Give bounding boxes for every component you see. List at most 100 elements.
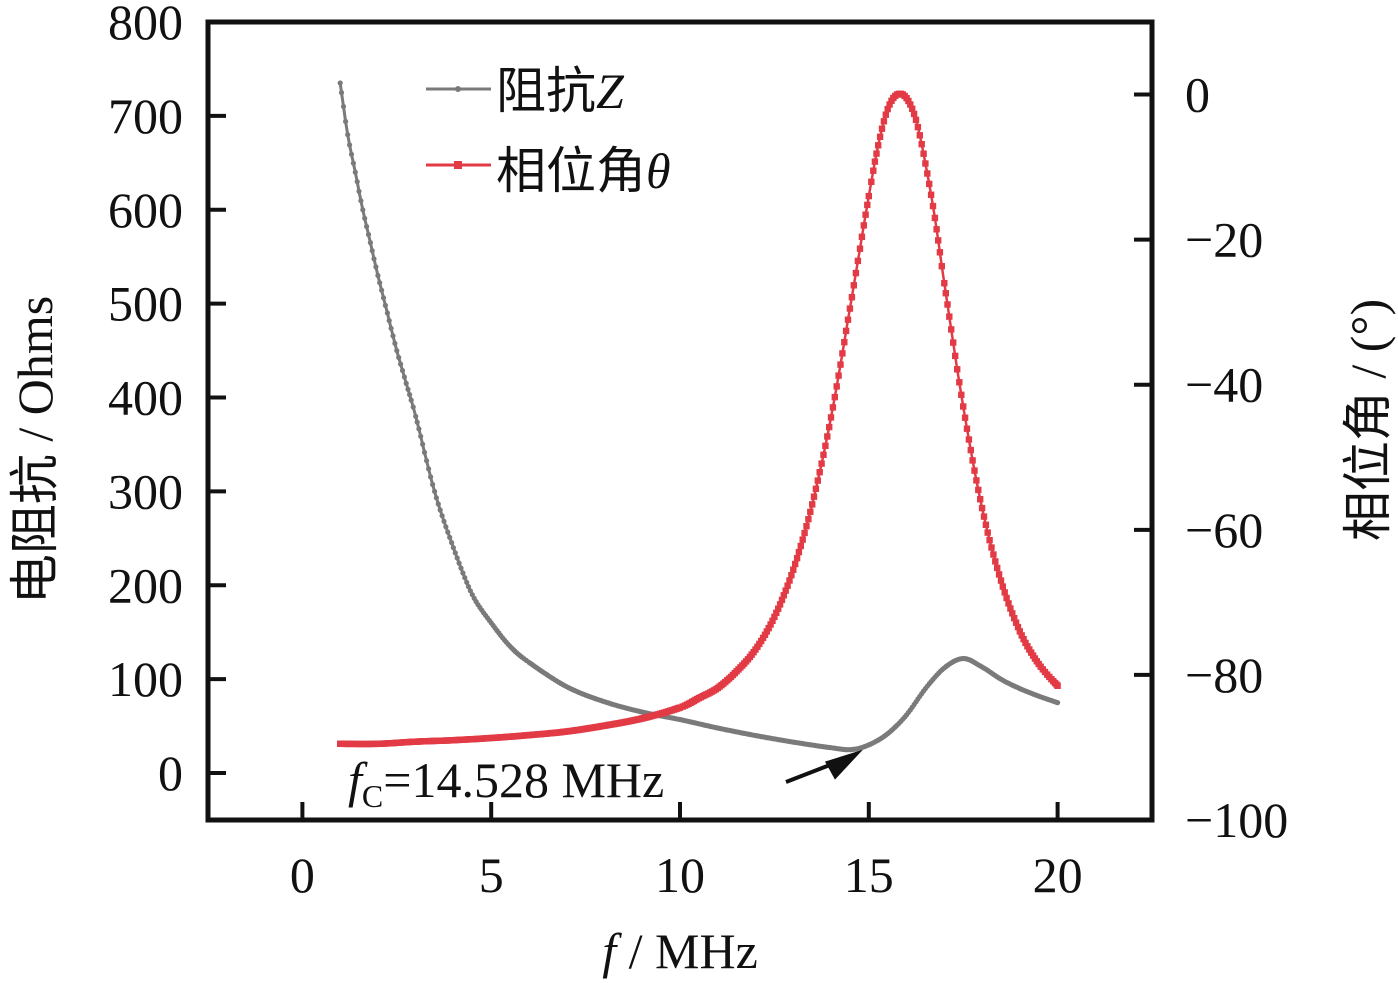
annotation-arrow-head: [824, 749, 863, 780]
legend-impedance-label: 阻抗Z: [496, 63, 625, 119]
impedance-point: [343, 118, 349, 125]
impedance-point: [450, 545, 456, 551]
phase-point: [982, 521, 990, 528]
impedance-point: [433, 495, 439, 501]
left-y-tick-label: 800: [108, 0, 183, 50]
phase-point: [765, 624, 772, 632]
phase-point: [805, 516, 812, 523]
annotation-cutoff-frequency: fC=14.528 MHz: [348, 749, 863, 814]
phase-point: [918, 141, 925, 148]
left-y-axis-ticks: 0 100 200 300 400 500 600 700 800: [108, 0, 226, 801]
phase-point: [1054, 682, 1061, 689]
impedance-point: [352, 169, 358, 175]
phase-point: [954, 366, 961, 373]
impedance-point: [449, 540, 455, 546]
impedance-point: [358, 198, 364, 204]
phase-point: [871, 158, 879, 165]
phase-point: [1005, 600, 1012, 607]
impedance-point: [443, 524, 449, 530]
x-axis-title: f / MHz: [602, 923, 758, 979]
impedance-point: [365, 231, 372, 238]
x-tick-label: 10: [655, 847, 705, 903]
phase-point: [980, 513, 988, 520]
impedance-point: [445, 529, 451, 535]
phase-point: [788, 572, 795, 579]
phase-point: [831, 393, 838, 401]
phase-point: [822, 442, 829, 449]
x-axis-title-unit: / MHz: [616, 923, 758, 979]
legend: 阻抗Z 相位角θ: [426, 63, 671, 199]
impedance-point: [1055, 700, 1061, 706]
phase-point: [810, 493, 818, 500]
phase-point: [920, 150, 927, 157]
phase-point: [948, 326, 955, 333]
phase-point: [852, 269, 860, 277]
phase-point: [950, 339, 957, 346]
phase-point: [910, 110, 918, 118]
impedance-point: [456, 560, 462, 566]
phase-point: [922, 160, 929, 167]
phase-point: [778, 596, 786, 604]
phase-point: [960, 403, 967, 410]
phase-point: [818, 460, 825, 467]
right-y-tick-label: −20: [1185, 212, 1263, 268]
phase-point: [905, 97, 912, 105]
phase-point: [820, 451, 827, 458]
left-y-tick-label: 700: [108, 88, 183, 144]
impedance-point: [414, 419, 420, 425]
left-y-tick-label: 100: [108, 651, 183, 707]
phase-point: [938, 263, 945, 270]
phase-point: [916, 132, 923, 139]
impedance-point: [382, 302, 388, 308]
impedance-point: [401, 374, 407, 380]
phase-point: [997, 577, 1005, 584]
phase-point: [856, 245, 864, 252]
left-y-tick-label: 300: [108, 463, 183, 519]
phase-point: [860, 222, 867, 229]
phase-point: [1022, 639, 1029, 647]
phase-point: [792, 560, 799, 568]
impedance-point: [399, 367, 406, 374]
impedance-point: [348, 151, 355, 157]
phase-point: [868, 178, 875, 185]
phase-point: [784, 582, 791, 589]
phase-point: [814, 477, 821, 484]
phase-point: [914, 123, 922, 131]
phase-point: [973, 477, 980, 484]
phase-point: [782, 587, 789, 594]
x-tick-label: 5: [479, 847, 504, 903]
legend-phase-label: 相位角θ: [496, 143, 671, 199]
phase-point: [924, 170, 931, 177]
legend-item-phase: 相位角θ: [426, 143, 671, 199]
impedance-point: [424, 458, 430, 464]
impedance-point: [354, 179, 360, 185]
phase-point: [1007, 605, 1014, 612]
phase-point: [790, 566, 797, 573]
phase-point: [926, 180, 933, 188]
series-phase-angle: [337, 90, 1061, 748]
impedance-point: [432, 488, 438, 494]
phase-point: [956, 379, 963, 386]
phase-point: [927, 191, 935, 198]
impedance-point: [360, 207, 366, 213]
legend-item-impedance: 阻抗Z: [426, 63, 625, 119]
impedance-point: [405, 386, 411, 392]
phase-point: [846, 305, 854, 312]
impedance-line: [338, 82, 1058, 752]
phase-point: [854, 257, 862, 265]
impedance-point: [347, 142, 353, 148]
x-axis-ticks: 0 5 10 15 20: [290, 802, 1083, 903]
phase-point: [977, 496, 984, 503]
phase-point: [841, 339, 848, 346]
phase-point: [990, 551, 997, 558]
phase-point: [1012, 619, 1020, 626]
phase-point: [807, 508, 814, 516]
phase-point: [880, 118, 888, 125]
phase-point: [935, 237, 942, 244]
phase-point: [961, 414, 969, 421]
phase-point: [907, 101, 914, 108]
impedance-point: [350, 160, 356, 166]
phase-point: [826, 423, 833, 431]
impedance-point: [407, 392, 413, 398]
